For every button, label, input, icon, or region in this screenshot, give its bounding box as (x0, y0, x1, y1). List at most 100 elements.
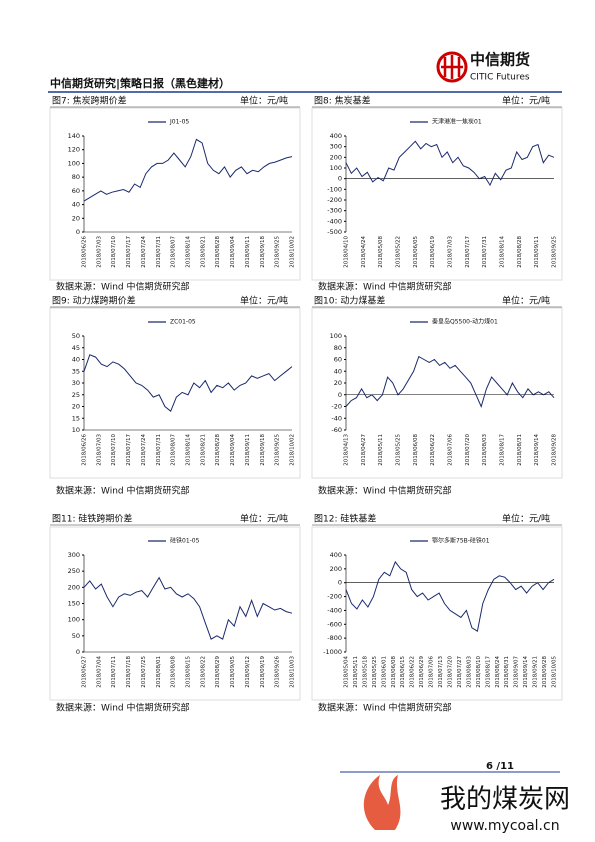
y-tick-label: 300 (330, 143, 342, 151)
chart-title: 图9: 动力煤跨期价差 (52, 295, 136, 307)
legend-label: 硅铁01-05 (170, 537, 200, 545)
legend-label: 鄂尔多斯75B-硅铁01 (432, 537, 490, 545)
chart-frame (49, 107, 301, 281)
x-tick-label: 2018/09/21 (533, 656, 539, 688)
x-tick-label: 2018/08/14 (186, 434, 192, 466)
x-tick-label: 2018/10/05 (552, 656, 558, 688)
unit-label: 单位：元/吨 (240, 295, 288, 307)
x-tick-label: 2018/09/12 (245, 656, 251, 688)
series-line (345, 140, 555, 187)
x-tick-label: 2018/07/20 (465, 434, 471, 466)
x-tick-label: 2018/09/07 (514, 656, 520, 688)
y-tick-label: 40 (334, 367, 342, 375)
x-tick-label: 2018/08/17 (485, 656, 491, 688)
y-tick-label: 300 (68, 551, 80, 559)
x-tick-label: 2018/05/11 (353, 656, 359, 688)
x-tick-label: 2018/06/26 (82, 434, 88, 466)
y-tick-label: -300 (327, 207, 342, 215)
series-line (345, 560, 555, 633)
y-tick-label: 10 (72, 426, 80, 434)
x-tick-label: 2018/05/11 (378, 434, 384, 466)
series-line (83, 576, 293, 640)
y-tick-label: 0 (76, 228, 80, 236)
x-tick-label: 2018/07/06 (448, 434, 454, 466)
y-tick-label: 45 (72, 344, 80, 352)
header-title: 中信期货研究|策略日报（黑色建材） (50, 76, 230, 90)
y-tick-label: -800 (327, 634, 342, 642)
unit-label: 单位：元/吨 (502, 295, 550, 307)
x-tick-label: 2018/07/31 (156, 236, 162, 268)
logo-mark (441, 55, 463, 79)
x-tick-label: 2018/08/10 (476, 656, 482, 688)
x-tick-label: 2018/09/11 (534, 236, 540, 268)
x-tick-label: 2018/06/15 (400, 656, 406, 688)
x-tick-label: 2018/07/04 (96, 656, 102, 688)
x-tick-label: 2018/08/28 (215, 434, 221, 466)
x-tick-label: 2018/08/28 (517, 236, 523, 268)
unit-label: 单位：元/吨 (240, 513, 288, 525)
y-tick-label: 200 (330, 153, 342, 161)
y-tick-label: 120 (68, 146, 80, 154)
x-tick-label: 2018/05/25 (372, 656, 378, 688)
x-tick-label: 2018/05/18 (362, 656, 368, 688)
x-tick-label: 2018/09/28 (552, 434, 558, 466)
chart-title: 图8: 焦炭基差 (314, 95, 371, 107)
x-tick-label: 2018/07/31 (482, 236, 488, 268)
y-tick-label: 60 (334, 356, 342, 364)
y-tick-label: 50 (72, 632, 80, 640)
series-line (83, 354, 293, 413)
chart-frame (49, 526, 301, 701)
x-tick-label: 2018/07/03 (96, 236, 102, 268)
y-tick-label: 20 (72, 403, 80, 411)
y-tick-label: 50 (72, 332, 80, 340)
x-tick-label: 2018/08/21 (200, 236, 206, 268)
x-tick-label: 2018/07/06 (429, 656, 435, 688)
x-tick-label: 2018/08/07 (171, 236, 177, 268)
x-tick-label: 2018/08/31 (517, 434, 523, 466)
x-tick-label: 2018/08/28 (215, 236, 221, 268)
x-tick-label: 2018/06/08 (391, 656, 397, 688)
x-tick-label: 2018/07/20 (448, 656, 454, 688)
x-tick-label: 2018/05/25 (396, 434, 402, 466)
x-tick-label: 2018/06/27 (82, 656, 88, 688)
legend-label: 天津港准一焦炭01 (432, 118, 482, 126)
y-tick-label: 400 (330, 132, 342, 140)
x-tick-label: 2018/08/03 (482, 434, 488, 466)
x-tick-label: 2018/07/18 (126, 656, 132, 688)
y-tick-label: -200 (327, 593, 342, 601)
source-note: 数据来源：Wind 中信期货研究部 (56, 702, 189, 714)
unit-label: 单位：元/吨 (502, 95, 550, 107)
y-tick-label: -60 (331, 426, 342, 434)
x-tick-label: 2018/07/17 (126, 434, 132, 466)
y-tick-label: 0 (338, 175, 342, 183)
y-tick-label: 15 (72, 414, 80, 422)
watermark-flame (363, 775, 401, 830)
y-tick-label: 80 (72, 173, 80, 181)
x-tick-label: 2018/09/04 (230, 434, 236, 466)
y-tick-label: 25 (72, 391, 80, 399)
x-tick-label: 2018/06/22 (410, 656, 416, 688)
watermark-url: www.mycoal.cn (450, 818, 559, 834)
chart-title: 图7: 焦炭跨期价差 (52, 95, 127, 107)
x-tick-label: 2018/07/17 (465, 236, 471, 268)
page-number: 6 /11 (486, 761, 514, 772)
x-tick-label: 2018/05/22 (396, 236, 402, 268)
x-tick-label: 2018/09/04 (230, 236, 236, 268)
chart-frame (311, 107, 563, 281)
x-tick-label: 2018/08/17 (500, 434, 506, 466)
x-tick-label: 2018/10/02 (290, 236, 296, 268)
y-tick-label: 0 (76, 648, 80, 656)
logo: 中信期货 CITIC Futures (436, 51, 530, 83)
x-tick-label: 2018/07/31 (156, 434, 162, 466)
y-tick-label: 140 (68, 132, 80, 140)
logo-cn: 中信期货 (470, 51, 530, 69)
x-tick-label: 2018/09/26 (275, 656, 281, 688)
y-tick-label: 0 (338, 579, 342, 587)
unit-label: 单位：元/吨 (502, 513, 550, 525)
chart-title: 图11: 硅铁跨期价差 (52, 513, 132, 525)
x-tick-label: 2018/07/10 (111, 434, 117, 466)
legend-label: J01-05 (169, 119, 189, 126)
x-tick-label: 2018/09/25 (275, 236, 281, 268)
